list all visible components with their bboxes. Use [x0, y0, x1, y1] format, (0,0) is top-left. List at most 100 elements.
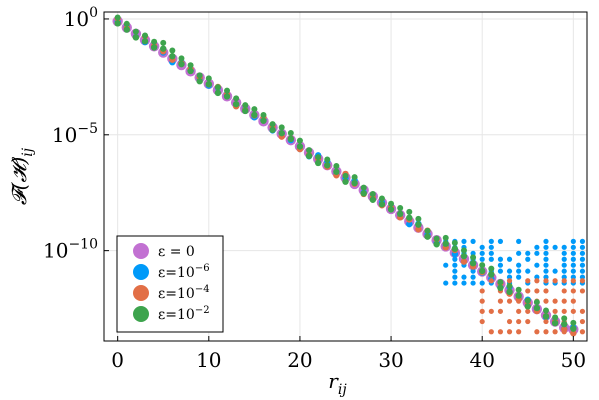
data-point: [478, 267, 486, 275]
data-point: [497, 238, 504, 244]
data-point: [497, 298, 504, 304]
data-point: [160, 39, 167, 46]
data-point: [187, 62, 194, 69]
data-point: [525, 288, 531, 294]
data-point: [579, 238, 586, 244]
data-point: [360, 184, 367, 191]
y-tick-label: 10−5: [52, 121, 98, 147]
data-point: [543, 268, 549, 274]
data-point: [543, 278, 549, 284]
data-point: [324, 162, 331, 169]
data-point: [543, 318, 549, 325]
data-point: [534, 288, 540, 294]
data-point: [543, 250, 549, 256]
data-point: [433, 235, 440, 242]
data-point: [488, 250, 494, 256]
data-point: [543, 244, 549, 250]
data-point: [452, 262, 458, 268]
data-point: [570, 308, 576, 314]
data-point: [479, 288, 485, 294]
data-point: [233, 95, 240, 102]
data-point: [251, 106, 258, 113]
data-point: [497, 308, 504, 314]
data-point: [579, 308, 586, 314]
data-point: [433, 241, 440, 248]
data-point: [406, 220, 413, 228]
data-point: [552, 298, 558, 304]
data-point: [351, 174, 358, 181]
data-point: [460, 258, 468, 265]
data-point: [506, 329, 513, 335]
data-point: [397, 205, 404, 212]
data-point: [269, 126, 276, 134]
data-point: [515, 292, 522, 299]
data-point: [178, 55, 185, 62]
data-point: [132, 28, 139, 35]
data-point: [242, 102, 249, 109]
data-point: [516, 268, 522, 274]
legend-label: ε = 0: [158, 244, 195, 260]
data-point: [461, 238, 467, 244]
data-point: [570, 325, 577, 332]
data-point: [561, 288, 567, 294]
data-point: [543, 238, 549, 244]
data-point: [552, 329, 558, 335]
legend-label: ε=10−6: [158, 263, 210, 281]
data-point: [516, 308, 522, 314]
data-point: [142, 32, 149, 39]
y-tick-label: 10−10: [43, 237, 98, 263]
data-point: [406, 208, 413, 215]
data-point: [470, 254, 477, 261]
data-point: [306, 147, 313, 154]
data-point: [542, 307, 549, 314]
data-point: [205, 80, 213, 88]
data-point: [424, 227, 431, 234]
data-point: [488, 244, 494, 250]
data-point: [214, 84, 221, 91]
data-point: [479, 244, 485, 250]
data-point: [278, 129, 285, 137]
data-point: [470, 274, 476, 280]
data-point: [570, 268, 576, 274]
x-tick-label: 30: [378, 348, 403, 372]
data-point: [396, 210, 404, 218]
data-point: [150, 44, 158, 51]
data-points: [112, 14, 586, 337]
data-point: [187, 67, 194, 75]
data-point: [579, 329, 586, 335]
data-point: [488, 238, 494, 244]
data-point: [533, 304, 541, 312]
data-point: [506, 298, 513, 304]
data-point: [324, 156, 331, 163]
data-point: [452, 274, 458, 280]
data-point: [151, 38, 158, 45]
data-point: [561, 298, 567, 304]
data-point: [570, 274, 576, 280]
data-point: [132, 34, 140, 41]
data-point: [260, 117, 267, 124]
series-3: [114, 14, 577, 332]
data-point: [452, 268, 458, 274]
legend-marker: [133, 306, 149, 322]
data-point: [488, 271, 495, 278]
data-point: [506, 318, 513, 325]
data-point: [443, 280, 449, 286]
data-point: [479, 250, 485, 256]
y-axis-label: 𝓕(𝓗)ij: [7, 147, 36, 205]
data-point: [570, 330, 577, 337]
data-point: [561, 278, 567, 284]
data-point: [443, 262, 449, 268]
data-point: [516, 318, 522, 325]
data-point: [552, 244, 558, 250]
data-point: [543, 288, 549, 294]
data-point: [205, 75, 212, 82]
data-point: [525, 250, 531, 256]
data-point: [442, 240, 449, 247]
data-point: [469, 260, 477, 267]
data-point: [561, 250, 567, 256]
data-point: [497, 329, 504, 335]
data-point: [488, 265, 495, 272]
data-point: [451, 239, 458, 246]
data-point: [497, 256, 504, 262]
